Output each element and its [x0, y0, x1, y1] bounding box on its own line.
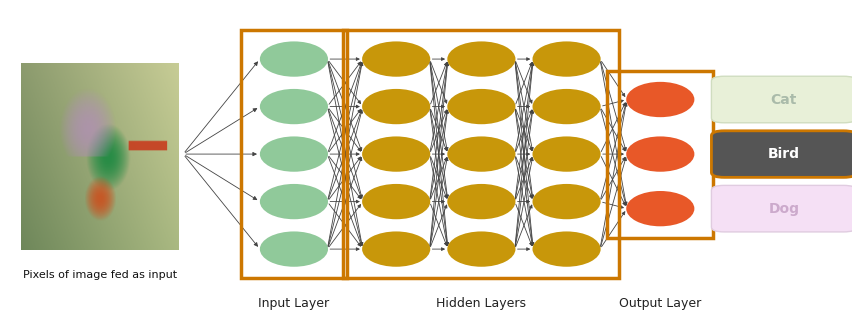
- Ellipse shape: [447, 136, 515, 172]
- Ellipse shape: [362, 89, 430, 124]
- Ellipse shape: [362, 41, 430, 77]
- Ellipse shape: [447, 89, 515, 124]
- Ellipse shape: [447, 41, 515, 77]
- Ellipse shape: [447, 231, 515, 267]
- Ellipse shape: [532, 136, 601, 172]
- Ellipse shape: [532, 41, 601, 77]
- Ellipse shape: [260, 41, 328, 77]
- FancyBboxPatch shape: [711, 76, 852, 123]
- Ellipse shape: [362, 136, 430, 172]
- Text: Cat: Cat: [771, 92, 797, 107]
- Ellipse shape: [626, 82, 694, 117]
- Ellipse shape: [260, 89, 328, 124]
- FancyBboxPatch shape: [711, 131, 852, 177]
- Ellipse shape: [532, 89, 601, 124]
- Text: Pixels of image fed as input: Pixels of image fed as input: [23, 270, 177, 280]
- Ellipse shape: [362, 184, 430, 219]
- Ellipse shape: [260, 136, 328, 172]
- Text: Output Layer: Output Layer: [619, 297, 701, 310]
- Ellipse shape: [532, 184, 601, 219]
- Text: Bird: Bird: [768, 147, 800, 161]
- Ellipse shape: [532, 231, 601, 267]
- Ellipse shape: [362, 231, 430, 267]
- FancyBboxPatch shape: [711, 186, 852, 232]
- Text: Hidden Layers: Hidden Layers: [436, 297, 527, 310]
- Ellipse shape: [626, 136, 694, 172]
- Text: Dog: Dog: [769, 202, 799, 216]
- Ellipse shape: [626, 191, 694, 226]
- Text: Input Layer: Input Layer: [258, 297, 330, 310]
- Ellipse shape: [447, 184, 515, 219]
- Ellipse shape: [260, 231, 328, 267]
- Ellipse shape: [260, 184, 328, 219]
